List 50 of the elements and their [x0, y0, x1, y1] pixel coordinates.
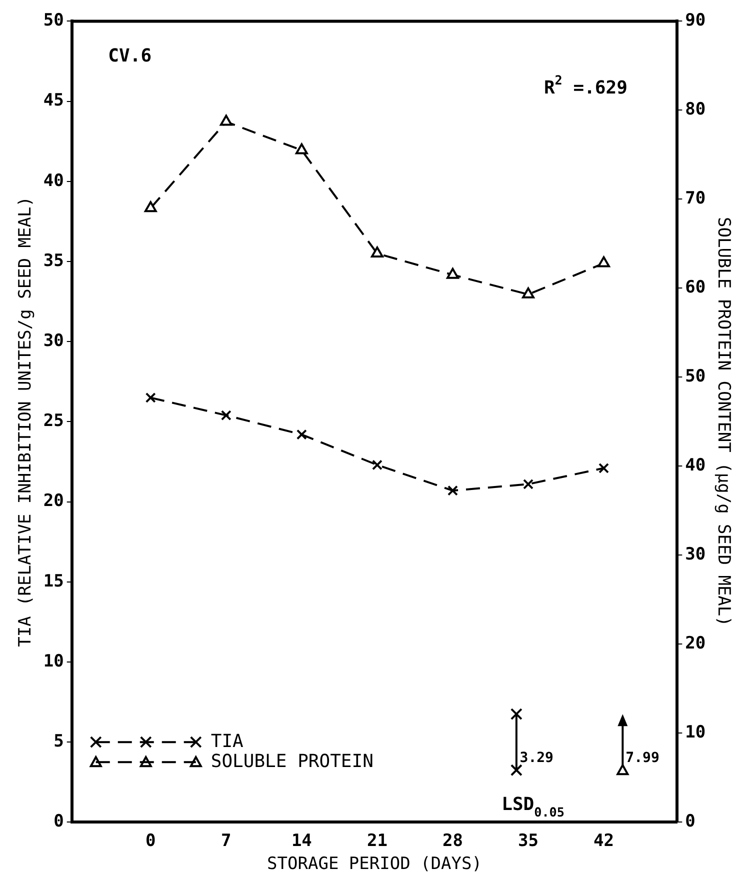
annotation: 7.99 [626, 750, 660, 766]
point [522, 287, 534, 298]
point [145, 392, 156, 403]
point [144, 201, 157, 212]
point [220, 114, 232, 126]
y-tick-label: 40 [43, 170, 64, 191]
y2-tick-label: 0 [685, 812, 696, 832]
y-tick-label: 50 [43, 10, 64, 31]
point [371, 246, 384, 258]
point [598, 256, 610, 268]
y2-tick-label: 90 [685, 10, 706, 31]
point [220, 410, 232, 421]
y2-axis-title: SOLUBLE PROTEIN CONTENT (µg/g SEED MEAL) [713, 216, 734, 626]
x-tick-label: 35 [518, 830, 538, 851]
y-tick-label: 35 [43, 250, 64, 271]
y2-tick-label: 50 [685, 366, 706, 387]
y-tick-label: 20 [43, 491, 64, 512]
x-tick-label: 28 [442, 830, 463, 851]
y2-tick-label: 20 [685, 634, 706, 654]
x-tick-label: 21 [366, 830, 388, 851]
x-tick-label: 0 [146, 830, 156, 851]
y-axis-title: TIA (RELATIVE INHIBITION UNITES/g SEED MEAL) [16, 196, 36, 647]
x-tick-label: 14 [291, 830, 312, 851]
y2-tick-label: 30 [685, 544, 706, 565]
point [598, 462, 610, 474]
x-axis-title: STORAGE PERIOD (DAYS) [267, 854, 482, 874]
x-tick-label: 7 [221, 830, 232, 851]
y-tick-label: 15 [43, 571, 64, 592]
y-tick-label: 25 [43, 411, 64, 432]
y2-tick-label: 60 [685, 278, 706, 298]
y2-tick-label: 40 [685, 456, 706, 476]
point [523, 478, 534, 490]
legend-label: TIA [210, 730, 244, 752]
y-tick-label: 5 [54, 732, 64, 752]
y-tick-label: 10 [43, 651, 64, 672]
y-tick-label: 0 [54, 812, 64, 832]
annotation: CV.6 [108, 45, 152, 66]
point [372, 460, 382, 470]
y2-tick-label: 80 [685, 100, 706, 120]
y-tick-label: 30 [43, 331, 64, 352]
annotation: 3.29 [520, 750, 554, 766]
y-tick-label: 45 [43, 90, 64, 111]
y2-tick-label: 70 [685, 188, 706, 209]
y2-tick-label: 10 [685, 722, 706, 743]
point [446, 268, 459, 279]
x-tick-label: 42 [594, 830, 614, 851]
point [296, 429, 307, 440]
point [447, 485, 458, 496]
point [295, 143, 308, 154]
legend-label: SOLUBLE PROTEIN [210, 750, 374, 772]
